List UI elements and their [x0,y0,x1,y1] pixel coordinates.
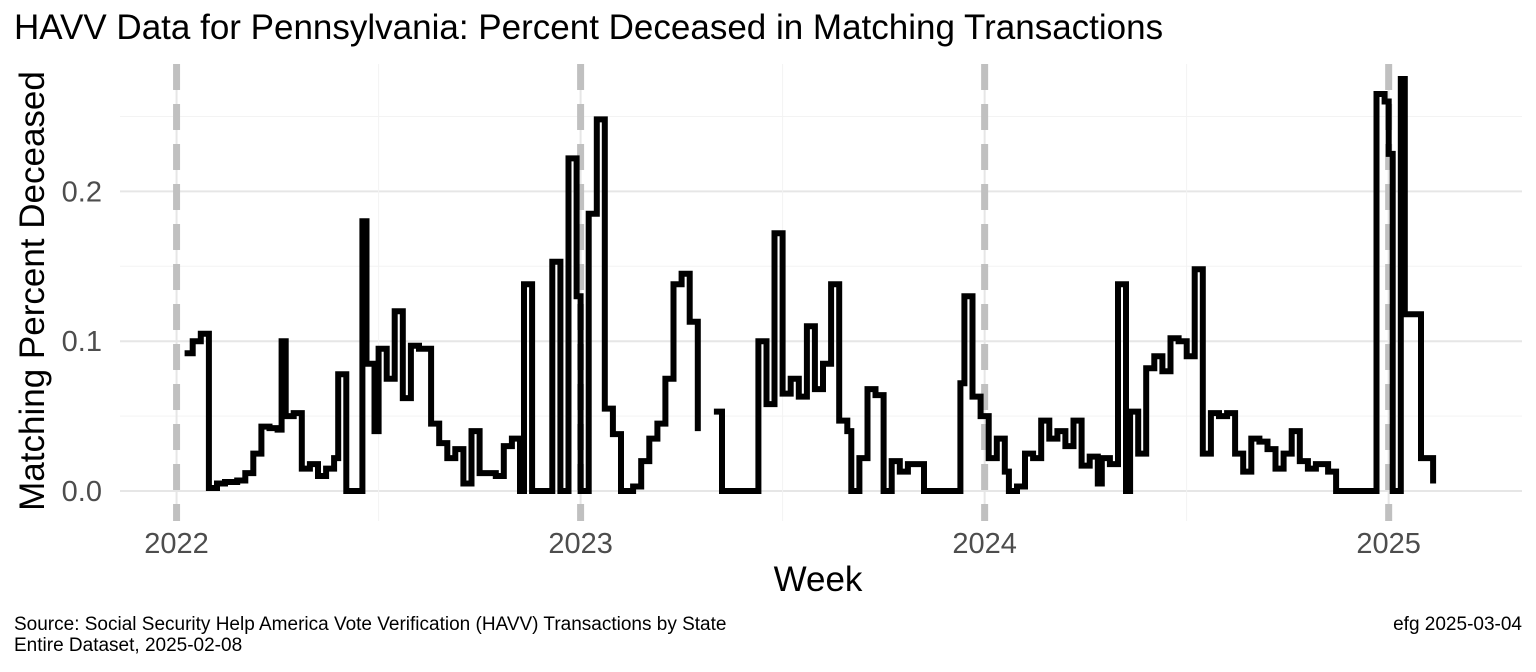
y-tick-label: 0.0 [62,476,102,508]
source-line-1: Source: Social Security Help America Vot… [14,614,727,635]
x-tick-label: 2022 [144,528,209,560]
y-axis-label: Matching Percent Deceased [13,71,52,511]
grid-lines [120,64,1522,521]
y-tick-labels: 0.0 0.1 0.2 [62,176,102,508]
series-line [184,116,701,494]
x-axis-label: Week [774,560,863,599]
x-tick-label: 2025 [1356,528,1421,560]
series-line-group [184,76,1437,494]
x-tick-labels: 2022 2023 2024 2025 [144,528,1421,560]
source-line-2: Entire Dataset, 2025-02-08 [14,635,243,656]
series-line [713,76,1437,494]
x-tick-label: 2024 [952,528,1017,560]
chart-title: HAVV Data for Pennsylvania: Percent Dece… [14,8,1164,47]
y-tick-label: 0.2 [62,176,102,208]
y-tick-label: 0.1 [62,326,102,358]
source-caption: Source: Social Security Help America Vot… [14,614,726,656]
x-tick-label: 2023 [548,528,613,560]
credit-caption: efg 2025-03-04 [1393,614,1522,635]
